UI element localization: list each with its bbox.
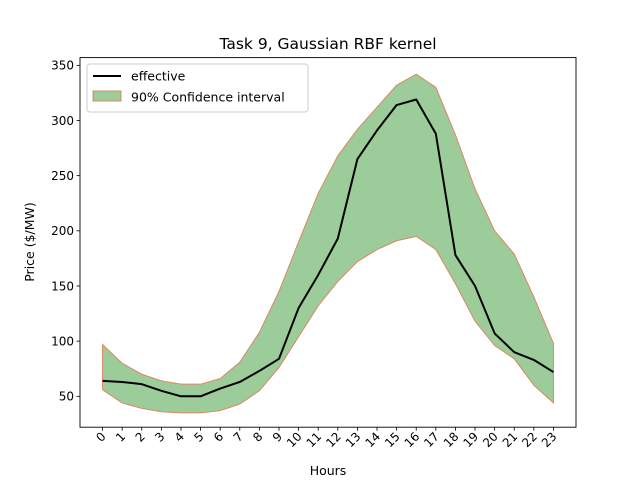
- x-tick-label: 18: [441, 429, 462, 450]
- y-axis-label: Price ($/MW): [22, 202, 37, 282]
- x-tick-label: 19: [460, 429, 481, 450]
- x-tick-label: 17: [421, 429, 442, 450]
- x-tick-label: 16: [402, 429, 423, 450]
- x-tick-label: 10: [284, 429, 305, 450]
- x-tick-label: 22: [519, 429, 540, 450]
- chart-title: Task 9, Gaussian RBF kernel: [218, 35, 436, 53]
- x-tick-label: 23: [539, 429, 560, 450]
- legend: effective 90% Confidence interval: [86, 63, 309, 113]
- x-tick-label: 2: [133, 429, 148, 444]
- x-axis-label: Hours: [310, 463, 347, 478]
- x-tick-label: 3: [152, 429, 167, 444]
- x-tick-label: 15: [382, 429, 403, 450]
- x-tick-label: 5: [191, 429, 206, 444]
- y-tick-label: 100: [51, 334, 74, 348]
- y-tick-label: 200: [51, 224, 74, 238]
- y-axis: 50 100 150 200 250 300 350: [51, 59, 80, 404]
- plot-frame: [79, 57, 577, 428]
- x-tick-label: 14: [362, 429, 383, 450]
- x-tick-label: 6: [211, 429, 226, 444]
- x-tick-label: 11: [304, 429, 325, 450]
- x-tick-label: 8: [250, 429, 265, 444]
- x-tick-label: 9: [270, 429, 285, 444]
- legend-effective-label: effective: [131, 69, 186, 84]
- y-tick-label: 150: [51, 279, 74, 293]
- x-tick-label: 1: [113, 429, 128, 444]
- plot-area: [102, 73, 554, 414]
- x-tick-label: 20: [480, 429, 501, 450]
- legend-confidence-swatch: [92, 90, 122, 102]
- series-effective-line: [102, 98, 554, 398]
- legend-box: [86, 63, 309, 113]
- x-tick-label: 4: [172, 429, 187, 444]
- x-tick-label: 12: [323, 429, 344, 450]
- legend-confidence-label: 90% Confidence interval: [131, 90, 285, 105]
- y-tick-label: 300: [51, 114, 74, 128]
- y-tick-label: 350: [51, 59, 74, 73]
- y-tick-label: 50: [59, 390, 74, 404]
- x-tick-label: 21: [500, 429, 521, 450]
- x-tick-label: 13: [343, 429, 364, 450]
- y-tick-label: 250: [51, 169, 74, 183]
- x-tick-label: 7: [231, 429, 246, 444]
- x-tick-label: 0: [93, 429, 108, 444]
- confidence-band: [102, 73, 554, 414]
